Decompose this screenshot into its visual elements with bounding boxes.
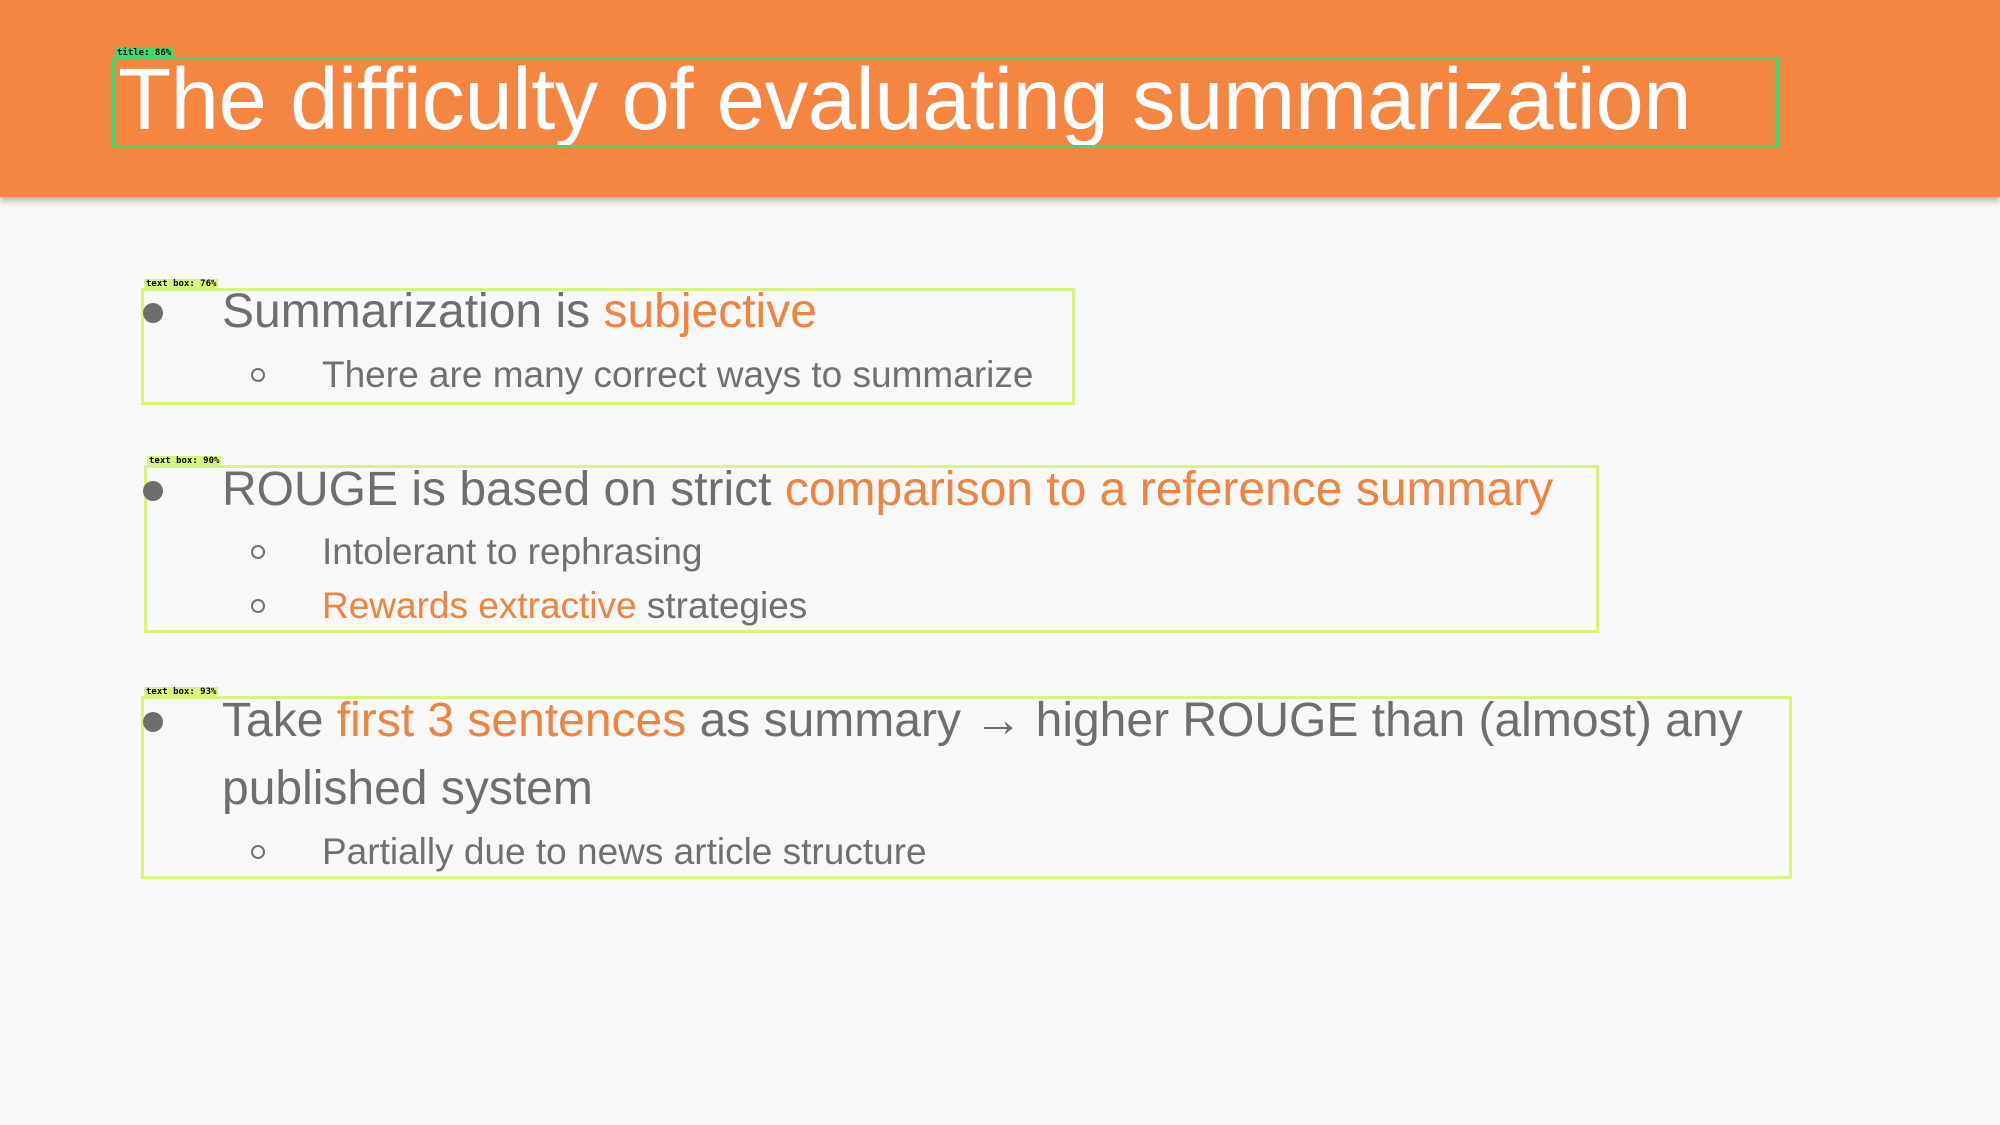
title-detection-box: title: 86% — [112, 48, 1779, 148]
bullet-2-highlight: comparison to a reference summary — [784, 463, 1554, 516]
bullet-3-text: Take first 3 sentences as summary → high… — [222, 687, 1792, 823]
text-box-detection-2: text box: 90% — [144, 456, 1599, 633]
text-box-detection-label-2: text box: 90% — [147, 456, 222, 467]
title-bar — [0, 0, 2000, 197]
slide-title: The difficulty of evaluating summarizati… — [118, 51, 1692, 148]
bullet-2-sub-2-suffix: strategies — [636, 585, 808, 626]
text-box-detection-label-1: text box: 76% — [144, 279, 219, 290]
bullet-dot-icon — [143, 712, 163, 732]
bullet-dot-icon — [143, 481, 163, 501]
sub-bullet-circle-icon — [251, 545, 265, 559]
bullet-dot-icon — [143, 303, 163, 323]
bullet-1-highlight: subjective — [603, 285, 817, 338]
bullet-2-sub-2: Rewards extractive strategies — [322, 579, 807, 633]
sub-bullet-circle-icon — [251, 368, 265, 382]
title-detection-label: title: 86% — [115, 48, 174, 59]
text-box-detection-3: text box: 93% — [141, 687, 1792, 879]
text-box-detection-1: text box: 76% — [141, 279, 1075, 405]
bullet-3-sub-1: Partially due to news article structure — [322, 831, 927, 872]
bullet-2-prefix: ROUGE is based on strict — [222, 463, 785, 516]
bullet-3-prefix: Take — [222, 694, 337, 747]
sub-bullet-circle-icon — [251, 599, 265, 613]
bullet-1-sub-1: There are many correct ways to summarize — [322, 354, 1034, 395]
bullet-1-text: Summarization is subjective — [222, 278, 817, 346]
text-box-detection-label-3: text box: 93% — [144, 687, 219, 698]
sub-bullet-circle-icon — [251, 845, 265, 859]
bullet-3-suffix: as summary → higher ROUGE than (almost) … — [222, 694, 1743, 815]
bullet-2-sub-1: Intolerant to rephrasing — [322, 531, 703, 572]
bullet-2-sub-2-highlight: Rewards extractive — [322, 585, 637, 626]
bullet-2-text: ROUGE is based on strict comparison to a… — [222, 456, 1553, 524]
bullet-3-highlight: first 3 sentences — [336, 694, 687, 747]
bullet-1-prefix: Summarization is — [222, 285, 604, 338]
